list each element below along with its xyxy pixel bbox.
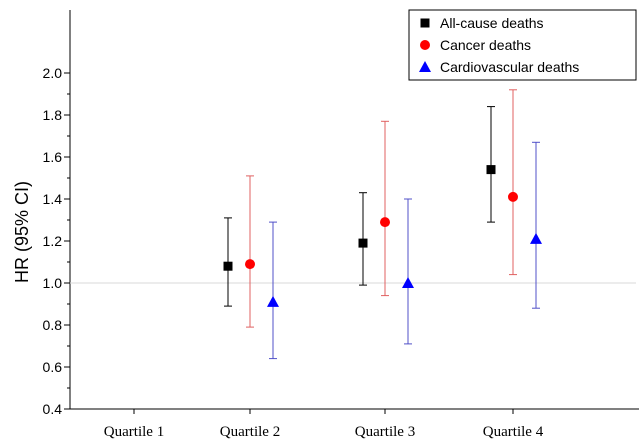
data-point-triangle <box>267 295 279 307</box>
data-point-circle <box>380 217 390 228</box>
legend-marker-square <box>420 18 430 28</box>
y-tick-label: 0.8 <box>43 317 63 333</box>
x-tick-label: Quartile 1 <box>104 424 164 440</box>
data-point-triangle <box>530 232 542 244</box>
legend-label: Cardiovascular deaths <box>440 59 579 75</box>
y-tick-label: 0.4 <box>43 401 63 417</box>
legend: All-cause deaths Cancer deaths Cardiovascu… <box>408 9 637 81</box>
legend-marker-triangle <box>419 61 431 72</box>
series-circle <box>245 89 518 328</box>
data-point-square <box>486 165 496 175</box>
data-point-circle <box>508 191 518 202</box>
x-tick-label: Quartile 2 <box>220 424 280 440</box>
y-tick-label: 1.4 <box>43 191 63 207</box>
x-tick-label: Quartile 4 <box>483 424 544 440</box>
series-square <box>223 106 496 307</box>
series-group <box>223 89 542 360</box>
y-axis-label: HR (95% CI) <box>12 181 32 283</box>
x-tick-label: Quartile 3 <box>355 424 415 440</box>
y-axis: 0.4 0.6 0.8 1.0 1.2 1.4 1.6 1.8 2.0 <box>43 10 71 417</box>
data-point-square <box>223 261 233 271</box>
x-axis: Quartile 1 Quartile 2 Quartile 3 Quartile 4 <box>70 408 639 440</box>
y-tick-label: 1.0 <box>43 275 63 291</box>
y-tick-label: 1.2 <box>43 233 63 249</box>
data-point-circle <box>245 259 255 270</box>
series-triangle <box>267 141 542 360</box>
legend-label: All-cause deaths <box>440 15 544 31</box>
data-point-triangle <box>402 277 414 288</box>
y-tick-label: 0.6 <box>43 359 63 375</box>
y-tick-label: 2.0 <box>43 65 63 81</box>
legend-marker-circle <box>420 40 430 50</box>
y-tick-label: 1.8 <box>43 107 63 123</box>
legend-box <box>408 9 637 81</box>
legend-label: Cancer deaths <box>440 37 531 53</box>
data-point-square <box>358 238 368 248</box>
y-tick-label: 1.6 <box>43 149 63 165</box>
